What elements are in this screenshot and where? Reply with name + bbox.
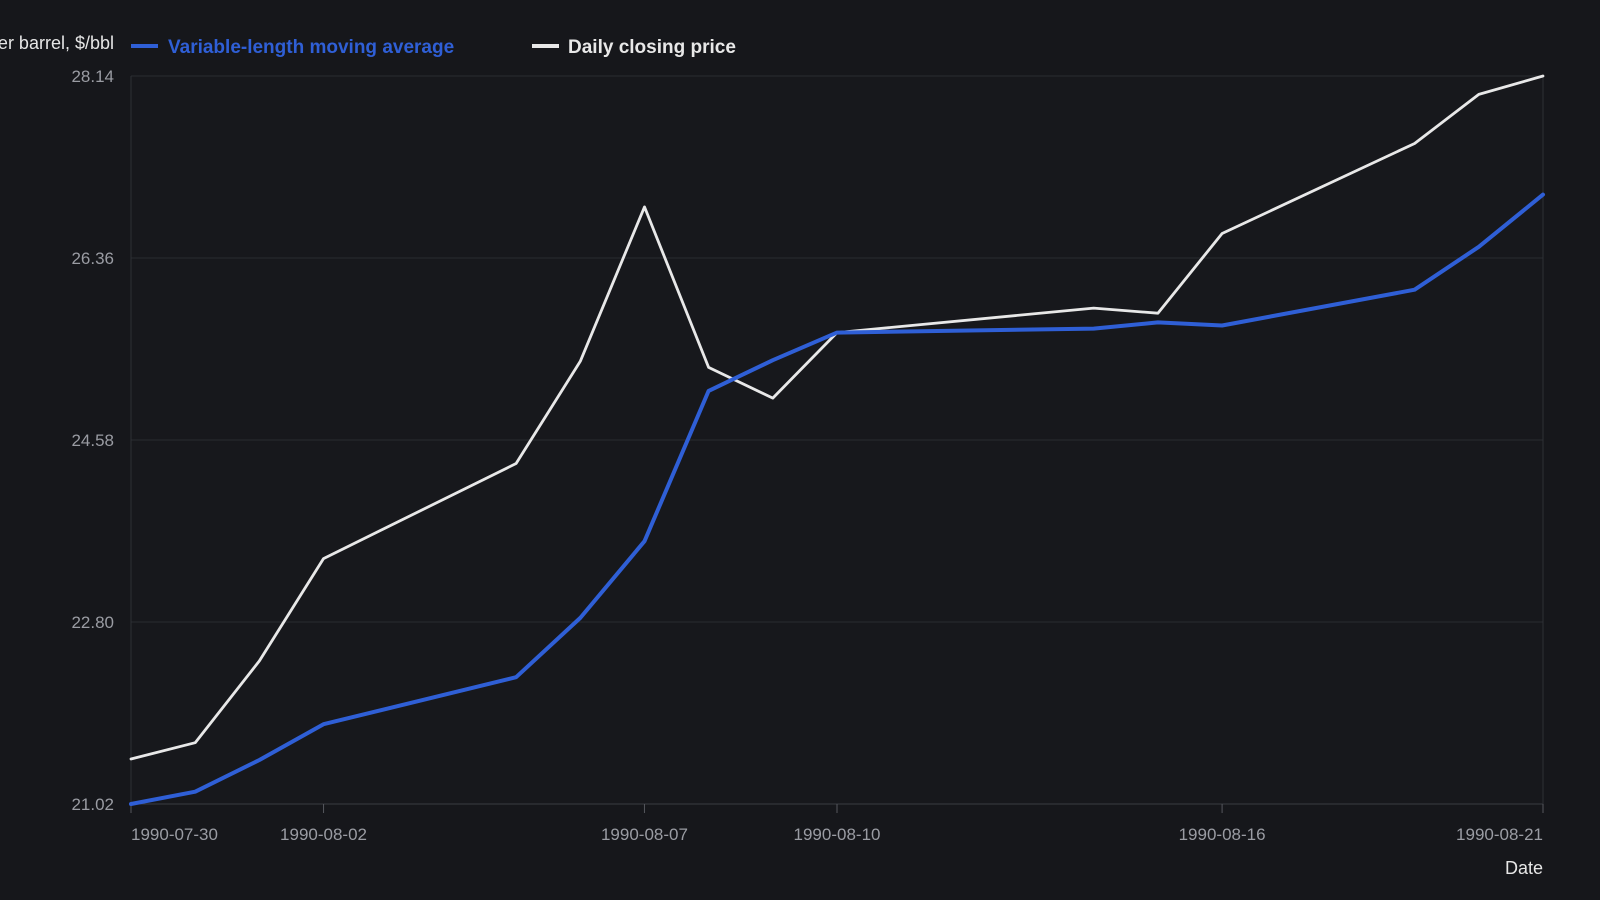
legend: Variable-length moving average Daily clos…	[131, 37, 736, 58]
y-tick-label: 22.80	[71, 613, 114, 632]
y-tick-label: 24.58	[71, 431, 114, 450]
series-moving-average-line	[129, 192, 1545, 806]
x-tick-label: 1990-08-02	[280, 825, 367, 844]
x-tick-label: 1990-07-30	[131, 825, 218, 844]
y-axis-title: Price per barrel, $/bbl	[0, 33, 114, 53]
series-closing-price-line	[129, 74, 1545, 761]
series-layer	[129, 74, 1545, 806]
x-tick-label: 1990-08-07	[601, 825, 688, 844]
axis-layer: 21.02 22.80 24.58 26.36 28.14 1990-07-30 1990-…	[71, 67, 1544, 844]
x-tick-label: 1990-08-10	[794, 825, 881, 844]
x-tick-label: 1990-08-16	[1179, 825, 1266, 844]
x-tick-label: 1990-08-21	[1456, 825, 1543, 844]
y-tick-label: 26.36	[71, 249, 114, 268]
legend-item-closing-price-label: Daily closing price	[568, 37, 736, 58]
grid-layer	[130, 75, 1544, 805]
y-tick-label: 21.02	[71, 795, 114, 814]
legend-item-moving-average-label: Variable-length moving average	[168, 37, 454, 58]
y-tick-label: 28.14	[71, 67, 114, 86]
x-axis-title: Date	[1505, 858, 1543, 878]
